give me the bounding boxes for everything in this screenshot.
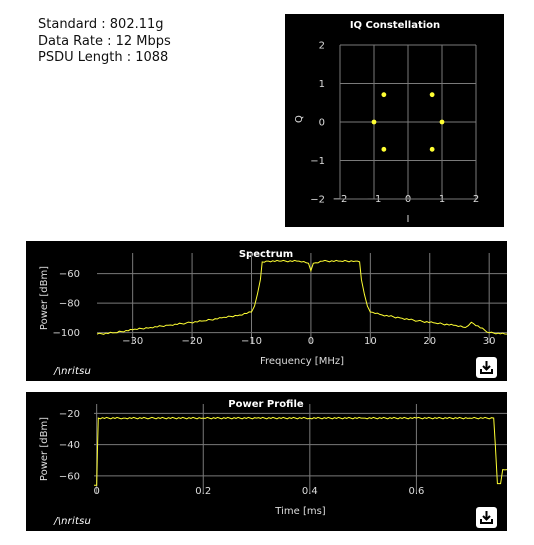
y-tick-label: −2: [310, 195, 325, 206]
x-tick-label: 0.6: [408, 486, 424, 497]
anritsu-logo: /\nritsu: [54, 366, 92, 377]
constellation-point: [381, 146, 387, 152]
constellation-point: [371, 119, 377, 125]
x-tick-label: −10: [241, 336, 262, 347]
standard-text: Standard : 802.11g: [38, 17, 164, 32]
spectrum-chart: Spectrum−30 −20 −10 0 10 20 30−60−80−100Freque…: [39, 249, 507, 367]
y-tick-label: 0: [319, 118, 325, 129]
y-axis-label: Q: [294, 115, 305, 123]
x-tick-label: 0.2: [195, 486, 211, 497]
y-tick-label: −1: [310, 156, 325, 167]
x-axis-label: I: [407, 214, 410, 225]
spectrum-download-button[interactable]: [476, 357, 497, 378]
x-tick-label: 30: [483, 336, 496, 347]
x-tick-label: 0.4: [302, 486, 318, 497]
x-axis-label: Time [ms]: [274, 506, 326, 517]
x-axis-label: Frequency [MHz]: [260, 356, 344, 367]
y-tick-label: −80: [59, 299, 80, 310]
x-tick-label: 10: [364, 336, 377, 347]
y-tick-label: −60: [59, 269, 80, 280]
y-tick-label: −20: [59, 409, 80, 420]
power-trace: [94, 416, 507, 486]
data-rate-text: Data Rate : 12 Mbps: [38, 33, 171, 49]
x-tick-label: 0: [308, 336, 314, 347]
y-tick-label: −100: [53, 328, 80, 339]
chart-title: Spectrum: [239, 249, 293, 260]
spectrum-panel: Spectrum −30 −20 −10 0 10 20 30 −60 −80 −100 Freque…: [26, 241, 507, 381]
y-axis-label: Power [dBm]: [39, 417, 50, 481]
x-tick-label: −20: [182, 336, 203, 347]
download-icon: [480, 361, 493, 374]
y-tick-label: −40: [59, 440, 80, 451]
chart-title: IQ Constellation: [350, 20, 440, 31]
chart-title: Power Profile: [228, 399, 304, 410]
psdu-length-text: PSDU Length : 1088: [38, 50, 169, 65]
constellation-point: [429, 146, 435, 152]
y-tick-label: 2: [319, 41, 325, 52]
constellation-point: [429, 92, 435, 98]
spectrum-trace: [96, 259, 507, 335]
x-tick-label: 0: [93, 486, 99, 497]
signal-info: Standard : 802.11g Data Rate : 12 Mbps P…: [38, 17, 171, 67]
y-tick-label: −60: [59, 471, 80, 482]
anritsu-logo: /\nritsu: [54, 516, 92, 527]
power-download-button[interactable]: [476, 507, 497, 528]
y-axis-label: Power [dBm]: [39, 266, 50, 330]
power-profile-panel: Power Profile 0 0.2 0.4 0.6 −20 −40 −60 Time [ms…: [26, 392, 507, 531]
y-tick-label: 1: [319, 79, 325, 90]
x-tick-label: −30: [122, 336, 143, 347]
x-tick-label: 20: [423, 336, 436, 347]
constellation-point: [381, 92, 387, 98]
constellation-point: [439, 119, 445, 125]
power-profile-chart: Power Profile 0 0.2 0.4 0.6 −20 −40 −60 Time [ms…: [39, 399, 507, 517]
download-icon: [480, 511, 493, 524]
